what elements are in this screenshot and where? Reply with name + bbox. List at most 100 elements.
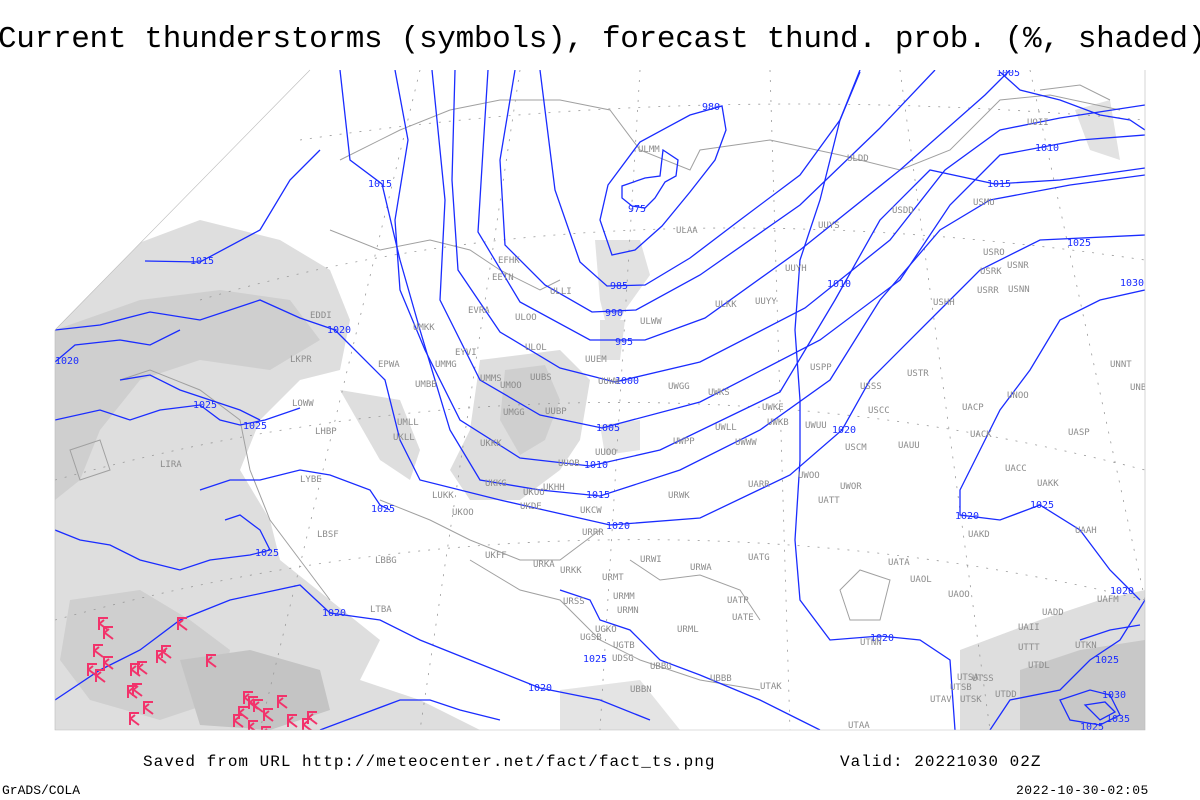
coastlines-and-borders xyxy=(69,84,1121,691)
station-label: UTNN xyxy=(860,638,882,648)
valid-time-text: Valid: 20221030 02Z xyxy=(840,753,1042,771)
isobar-label: 1015 xyxy=(987,179,1011,190)
station-label: UAUU xyxy=(898,441,920,451)
station-label: UATP xyxy=(727,596,749,606)
isobar-label: 1020 xyxy=(1110,586,1134,597)
station-label: UNBB xyxy=(1130,383,1152,393)
station-label: LHBP xyxy=(315,427,337,437)
station-label: UATE xyxy=(732,613,754,623)
station-label: UOII xyxy=(1027,118,1049,128)
isobar-label: 975 xyxy=(628,204,646,215)
station-label: UWUU xyxy=(805,421,827,431)
station-label: UTSS xyxy=(972,674,994,684)
isobar-label: 1020 xyxy=(327,325,351,336)
isobar-labels: 975 980 985 990 995 1000 1005 1010 1015 1020 1005 1… xyxy=(55,68,1144,733)
isobar-label: 1015 xyxy=(190,256,214,267)
station-label: ULMM xyxy=(638,145,660,155)
station-label: USRK xyxy=(980,267,1002,277)
station-label: UWKS xyxy=(708,388,730,398)
station-label: UAII xyxy=(1018,623,1040,633)
station-label: LOWW xyxy=(292,399,314,409)
station-label: UATA xyxy=(888,558,910,568)
station-label: USNR xyxy=(1007,261,1029,271)
station-label: UDSG xyxy=(612,654,634,664)
station-label: UAFM xyxy=(1097,595,1119,605)
station-label: ULAA xyxy=(676,226,698,236)
station-label: UAOO xyxy=(948,590,970,600)
isobar-label: 1005 xyxy=(996,68,1020,79)
station-label: UMMG xyxy=(435,360,457,370)
station-label: UKCW xyxy=(580,506,602,516)
station-label: URMT xyxy=(602,573,624,583)
station-label: UWOO xyxy=(798,471,820,481)
station-label: UBBG xyxy=(650,662,672,672)
station-label: UTAV xyxy=(930,695,952,705)
thunderstorm-symbol-icon xyxy=(103,656,114,670)
station-label: UTSA xyxy=(957,673,979,683)
station-label: ULLI xyxy=(550,287,572,297)
station-label: EETN xyxy=(492,273,514,283)
station-label: URKA xyxy=(533,560,555,570)
station-label: UACC xyxy=(1005,464,1027,474)
station-label: URWK xyxy=(668,491,690,501)
isobar-label: 1025 xyxy=(1095,655,1119,666)
station-label: UTSK xyxy=(960,695,982,705)
station-label: LUKK xyxy=(432,491,454,501)
thunderstorm-symbol-icon xyxy=(253,699,264,713)
station-label: ULDD xyxy=(847,154,869,164)
thunderstorm-symbol-icon xyxy=(103,626,114,640)
station-label: UACP xyxy=(962,403,984,413)
isobar-label: 1025 xyxy=(255,548,279,559)
isobar-label: 990 xyxy=(605,308,623,319)
source-url-text: Saved from URL http://meteocenter.net/fa… xyxy=(143,753,716,771)
thunderstorm-symbol-icon xyxy=(177,617,188,631)
station-label: UTTT xyxy=(1018,643,1040,653)
isobar-label: 1025 xyxy=(371,504,395,515)
thunderstorm-symbol-icon xyxy=(81,173,92,187)
isobar-label: 1005 xyxy=(596,423,620,434)
isobar-label: 1025 xyxy=(1067,238,1091,249)
isobar-label: 1025 xyxy=(193,400,217,411)
station-label: USRO xyxy=(983,248,1005,258)
station-label: USRR xyxy=(977,286,999,296)
station-label: EPWA xyxy=(378,360,400,370)
thunderstorm-symbol-icon xyxy=(137,661,148,675)
station-label: UGSB xyxy=(580,633,602,643)
station-label: UUEM xyxy=(585,355,607,365)
station-label: URWA xyxy=(690,563,712,573)
station-label: UMMS xyxy=(480,374,502,384)
station-label: UMGG xyxy=(503,408,525,418)
station-label: URMM xyxy=(613,592,635,602)
isobar-label: 1020 xyxy=(955,511,979,522)
station-label: UBBB xyxy=(710,674,732,684)
station-label: UWKE xyxy=(762,403,784,413)
thunderstorm-symbol-icon xyxy=(129,712,140,726)
station-label: URKK xyxy=(560,566,582,576)
station-label: EDDI xyxy=(310,311,332,321)
station-labels: EDDI LKPR EPWA UMMG UMBB LOWW UMLL UKLL LHBP LYBE… xyxy=(160,118,1152,730)
station-label: UKKG xyxy=(485,479,507,489)
isobar-label: 1020 xyxy=(55,356,79,367)
thunderstorm-symbol-icon xyxy=(81,200,92,214)
station-label: UAKK xyxy=(1037,479,1059,489)
station-label: ULKK xyxy=(715,300,737,310)
isobar-label: 985 xyxy=(610,281,628,292)
thunderstorm-symbol-icon xyxy=(248,720,259,730)
station-label: UTKN xyxy=(1075,641,1097,651)
station-label: UWPP xyxy=(673,437,695,447)
isobar-label: 1010 xyxy=(584,460,608,471)
isobar-label: 1025 xyxy=(1080,722,1104,733)
station-label: USDD xyxy=(892,206,914,216)
station-label: UTDD xyxy=(995,690,1017,700)
station-label: UACK xyxy=(970,430,992,440)
isobar-label: 1010 xyxy=(1035,143,1059,154)
station-label: EVRA xyxy=(468,306,490,316)
isobar-label: 1020 xyxy=(322,608,346,619)
station-label: UNOO xyxy=(1007,391,1029,401)
station-label: UUOO xyxy=(595,448,617,458)
station-label: UASP xyxy=(1068,428,1090,438)
thunderstorm-symbol-icon xyxy=(287,714,298,728)
station-label: LIRA xyxy=(160,460,182,470)
software-credit: GrADS/COLA xyxy=(2,783,81,798)
station-label: UUWW xyxy=(598,377,620,387)
